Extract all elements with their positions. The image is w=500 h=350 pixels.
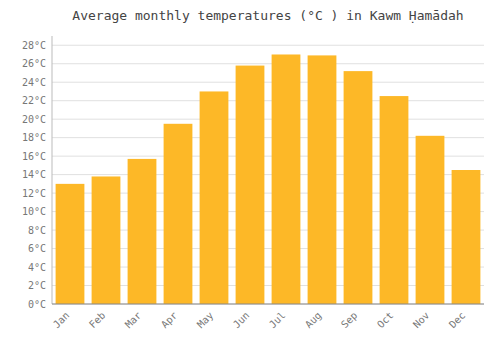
bar [236,66,265,304]
y-tick-label: 4°C [28,262,46,273]
y-tick-label: 6°C [28,243,46,254]
grid-line [52,119,484,120]
y-tick-label: 10°C [22,206,46,217]
y-tick-label: 8°C [28,225,46,236]
title: Average monthly temperatures (°C ) in Ka… [72,8,463,23]
y-grid [52,45,484,304]
y-tick-label: 28°C [22,40,46,51]
y-tick-label: 14°C [22,169,46,180]
chart: Average monthly temperatures (°C ) in Ka… [0,0,500,350]
y-tick-label: 26°C [22,58,46,69]
x-tick-label: Feb [87,310,108,331]
y-tick-label: 22°C [22,95,46,106]
x-tick-label: May [195,310,216,331]
y-tick-label: 24°C [22,77,46,88]
bar [416,136,445,304]
y-tick-labels: 0°C 2°C 4°C 6°C 8°C 10°C 12°C 14°C 16°C 18°C 20°C 2… [22,40,46,310]
y-tick-label: 16°C [22,151,46,162]
bar [452,170,481,304]
y-tick-label: 18°C [22,132,46,143]
bar [56,184,85,304]
bar [380,96,409,304]
y-axis-line [52,36,53,304]
bar [92,176,121,304]
bar [272,54,301,304]
chart-container: Average monthly temperatures (°C ) in Ka… [0,0,500,350]
x-tick-labels: Jan Feb Mar Apr May Jun Jul Aug Sep Oct Nov Dec [51,310,468,331]
grid-line [52,63,484,64]
y-tick-label: 20°C [22,114,46,125]
x-tick-label: Jan [51,310,72,331]
x-tick-label: Dec [447,310,468,331]
grid-line [52,304,484,305]
x-axis-line [52,304,484,305]
y-tick-label: 12°C [22,188,46,199]
grid-line [52,82,484,83]
grid-line [52,45,484,46]
bar [164,124,193,304]
x-tick-label: Sep [339,310,360,331]
x-tick-label: Jun [231,310,252,331]
bars [56,54,481,304]
bar [344,71,373,304]
bar [128,159,157,304]
x-tick-label: Nov [411,310,432,331]
x-tick-label: Mar [123,310,144,331]
grid-line [52,100,484,101]
x-tick-label: Apr [159,310,180,331]
x-tick-label: Aug [303,310,324,331]
y-tick-label: 0°C [28,299,46,310]
bar [200,91,229,304]
x-tick-label: Oct [375,310,396,331]
bar [308,55,337,304]
y-tick-label: 2°C [28,280,46,291]
x-tick-label: Jul [267,310,288,331]
